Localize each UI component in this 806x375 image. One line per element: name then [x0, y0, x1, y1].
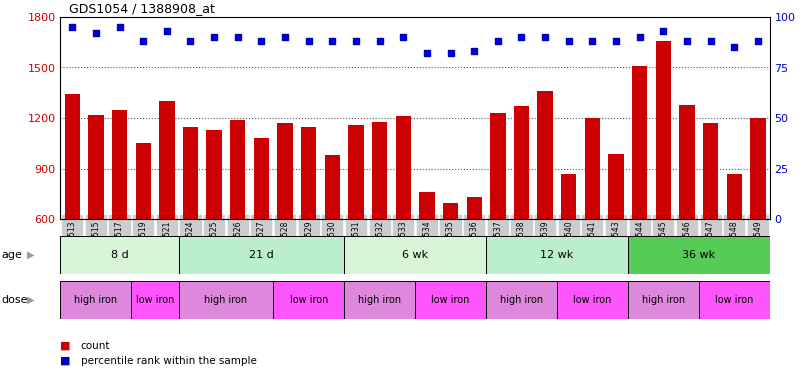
- Point: [492, 38, 505, 44]
- Text: low iron: low iron: [136, 295, 174, 305]
- Text: high iron: high iron: [205, 295, 247, 305]
- Bar: [584, 118, 600, 321]
- Point: [255, 38, 268, 44]
- Bar: [230, 120, 246, 321]
- Point: [515, 34, 528, 40]
- Bar: [88, 115, 104, 321]
- Text: 21 d: 21 d: [249, 250, 274, 260]
- FancyBboxPatch shape: [699, 281, 770, 319]
- Text: high iron: high iron: [642, 295, 685, 305]
- Bar: [254, 138, 269, 321]
- Bar: [750, 118, 766, 321]
- Text: age: age: [2, 250, 23, 260]
- Bar: [112, 110, 127, 321]
- Bar: [513, 106, 530, 321]
- Point: [66, 24, 79, 30]
- Bar: [561, 174, 576, 321]
- Text: ■: ■: [60, 340, 71, 351]
- Bar: [277, 123, 293, 321]
- Point: [397, 34, 409, 40]
- FancyBboxPatch shape: [60, 236, 179, 274]
- Bar: [206, 130, 222, 321]
- Bar: [159, 101, 175, 321]
- Text: 12 wk: 12 wk: [540, 250, 574, 260]
- FancyBboxPatch shape: [628, 236, 770, 274]
- Text: low iron: low iron: [289, 295, 328, 305]
- Bar: [632, 66, 647, 321]
- Point: [231, 34, 244, 40]
- Text: 36 wk: 36 wk: [682, 250, 716, 260]
- FancyBboxPatch shape: [179, 281, 273, 319]
- Bar: [325, 155, 340, 321]
- Bar: [183, 127, 198, 321]
- Point: [137, 38, 150, 44]
- FancyBboxPatch shape: [344, 236, 486, 274]
- FancyBboxPatch shape: [486, 236, 628, 274]
- FancyBboxPatch shape: [628, 281, 699, 319]
- Text: low iron: low iron: [715, 295, 754, 305]
- FancyBboxPatch shape: [415, 281, 486, 319]
- Text: high iron: high iron: [358, 295, 401, 305]
- Point: [421, 50, 434, 56]
- FancyBboxPatch shape: [131, 281, 179, 319]
- Bar: [703, 123, 718, 321]
- Text: ▶: ▶: [27, 295, 35, 305]
- Text: 8 d: 8 d: [110, 250, 128, 260]
- Point: [634, 34, 646, 40]
- Bar: [679, 105, 695, 321]
- Point: [326, 38, 339, 44]
- Text: ■: ■: [60, 356, 71, 366]
- Text: count: count: [81, 340, 110, 351]
- FancyBboxPatch shape: [486, 281, 557, 319]
- Text: low iron: low iron: [431, 295, 470, 305]
- Point: [160, 28, 173, 34]
- FancyBboxPatch shape: [60, 281, 131, 319]
- Point: [302, 38, 315, 44]
- Point: [113, 24, 126, 30]
- Text: GDS1054 / 1388908_at: GDS1054 / 1388908_at: [69, 2, 214, 15]
- Bar: [348, 125, 364, 321]
- Point: [657, 28, 670, 34]
- FancyBboxPatch shape: [179, 236, 344, 274]
- Bar: [490, 113, 505, 321]
- Text: dose: dose: [2, 295, 28, 305]
- FancyBboxPatch shape: [557, 281, 628, 319]
- Point: [704, 38, 717, 44]
- Text: 6 wk: 6 wk: [402, 250, 428, 260]
- Bar: [609, 154, 624, 321]
- FancyBboxPatch shape: [273, 281, 344, 319]
- Point: [350, 38, 363, 44]
- Bar: [64, 94, 80, 321]
- Bar: [442, 202, 459, 321]
- Point: [279, 34, 292, 40]
- Point: [609, 38, 622, 44]
- Text: ▶: ▶: [27, 250, 35, 260]
- Bar: [396, 116, 411, 321]
- Point: [373, 38, 386, 44]
- Point: [586, 38, 599, 44]
- Point: [728, 44, 741, 50]
- Point: [89, 30, 102, 36]
- Text: low iron: low iron: [573, 295, 612, 305]
- Bar: [372, 122, 388, 321]
- Bar: [467, 197, 482, 321]
- Point: [208, 34, 221, 40]
- Text: high iron: high iron: [500, 295, 543, 305]
- Bar: [301, 127, 317, 321]
- FancyBboxPatch shape: [344, 281, 415, 319]
- Bar: [726, 174, 742, 321]
- Point: [467, 48, 480, 54]
- Bar: [135, 144, 151, 321]
- Bar: [655, 40, 671, 321]
- Point: [563, 38, 575, 44]
- Point: [444, 50, 457, 56]
- Bar: [538, 91, 553, 321]
- Point: [680, 38, 693, 44]
- Text: high iron: high iron: [74, 295, 118, 305]
- Bar: [419, 192, 434, 321]
- Point: [184, 38, 197, 44]
- Text: percentile rank within the sample: percentile rank within the sample: [81, 356, 256, 366]
- Point: [538, 34, 551, 40]
- Point: [751, 38, 764, 44]
